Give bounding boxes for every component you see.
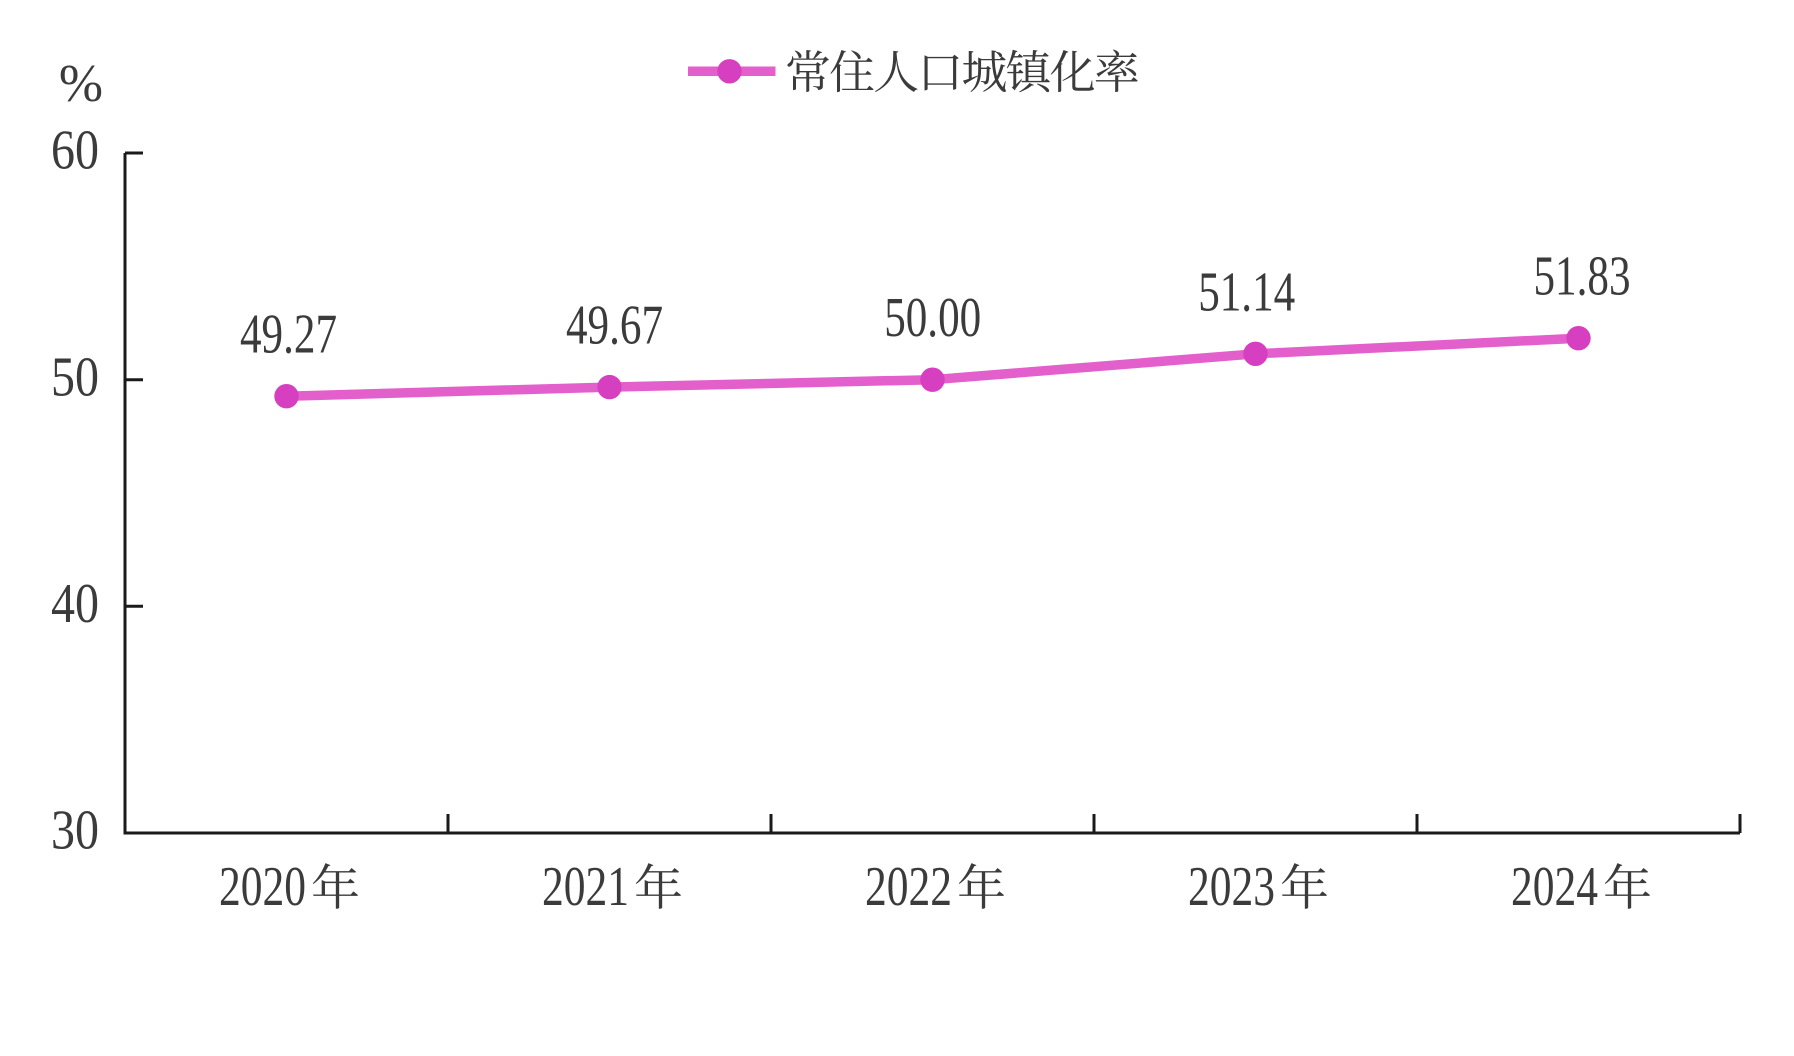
svg-text:30: 30 <box>51 800 99 862</box>
svg-text:49.27: 49.27 <box>240 304 337 366</box>
svg-text:51.14: 51.14 <box>1198 261 1295 323</box>
svg-text:49.67: 49.67 <box>566 295 663 357</box>
svg-text:2022: 2022 <box>865 856 952 918</box>
svg-text:2021: 2021 <box>542 856 629 918</box>
svg-text:50: 50 <box>51 346 99 408</box>
svg-text:2020: 2020 <box>219 856 306 918</box>
svg-text:51.83: 51.83 <box>1534 246 1631 308</box>
svg-text:2024: 2024 <box>1511 856 1598 918</box>
svg-text:2023: 2023 <box>1188 856 1275 918</box>
svg-text:40: 40 <box>51 573 99 635</box>
svg-text:%: % <box>59 55 103 113</box>
svg-text:50.00: 50.00 <box>884 287 981 349</box>
svg-text:60: 60 <box>51 120 99 182</box>
